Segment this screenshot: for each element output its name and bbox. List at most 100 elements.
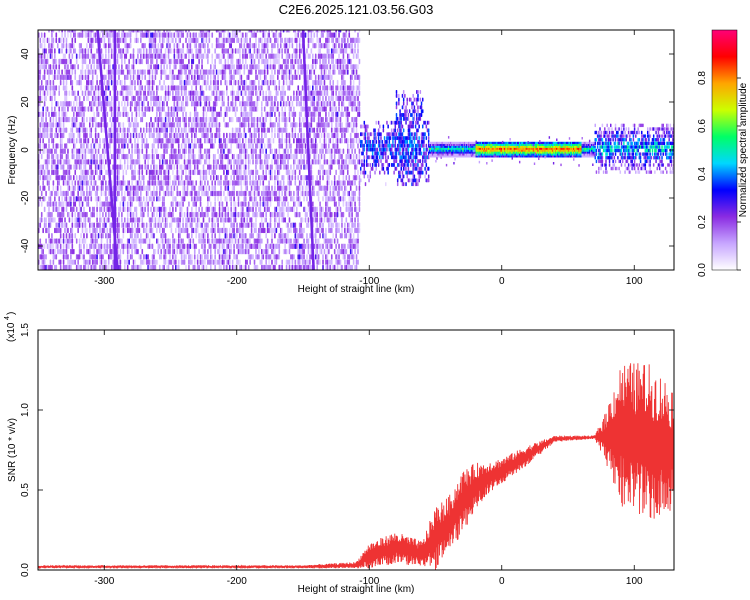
spectrogram-cell bbox=[183, 148, 186, 154]
spectrogram-cell bbox=[263, 30, 266, 33]
spectrogram-cell bbox=[290, 58, 292, 65]
spectrogram-cell bbox=[246, 211, 249, 218]
spectrogram-cell bbox=[93, 233, 95, 239]
spectrogram-cell bbox=[227, 217, 230, 223]
spectrogram-cell bbox=[54, 201, 56, 207]
spectrogram-cell bbox=[252, 153, 254, 160]
spectrogram-cell bbox=[119, 264, 122, 270]
spectrogram-cell bbox=[221, 206, 224, 213]
spectrogram-cell bbox=[74, 169, 77, 176]
spectrogram-cell bbox=[94, 190, 97, 197]
spectrogram-cell bbox=[49, 116, 52, 123]
spectrogram-cell bbox=[207, 211, 209, 218]
spectrogram-cell bbox=[202, 42, 205, 49]
spectrogram-cell bbox=[179, 58, 181, 65]
spectrogram-cell bbox=[233, 264, 235, 270]
spectrogram-cell bbox=[250, 138, 253, 144]
spectrogram-cell bbox=[90, 222, 93, 228]
spectrogram-cell bbox=[123, 74, 126, 81]
spectrogram-cell bbox=[172, 159, 174, 165]
spectrogram-cell bbox=[84, 127, 87, 133]
spectrogram-cell bbox=[59, 159, 62, 165]
spectrogram-cell bbox=[65, 248, 68, 255]
spectrogram-cell bbox=[228, 53, 231, 59]
spectrogram-cell bbox=[100, 259, 103, 265]
spectrogram-cell bbox=[48, 30, 50, 33]
spectrogram-cell bbox=[89, 79, 91, 86]
spectrogram-cell bbox=[68, 116, 71, 123]
spectrogram-cell bbox=[281, 111, 284, 117]
spectrogram-cell bbox=[239, 85, 241, 91]
spectrogram-cell bbox=[74, 217, 77, 223]
spectrogram-cell bbox=[284, 138, 286, 144]
spectrogram-cell bbox=[103, 206, 106, 213]
spectrogram-cell bbox=[272, 32, 275, 38]
spectrogram-cell bbox=[86, 42, 88, 49]
spectrogram-cell bbox=[148, 30, 151, 33]
spectrogram-cell bbox=[140, 243, 142, 249]
spectrogram-cell bbox=[281, 227, 284, 234]
spectrogram-cell bbox=[262, 196, 265, 202]
spectrogram-cell bbox=[39, 90, 42, 96]
spectrogram-cell bbox=[105, 53, 107, 59]
spectrogram-cell bbox=[175, 132, 177, 139]
spectrogram-cell bbox=[255, 85, 257, 91]
spectrogram-cell bbox=[131, 196, 133, 202]
spectrogram-cell bbox=[157, 122, 160, 128]
spectrogram-cell bbox=[40, 169, 43, 176]
spectrogram-cell bbox=[78, 79, 81, 86]
spectrogram-cell bbox=[220, 42, 222, 49]
spectrogram-cell bbox=[175, 238, 177, 244]
spectrogram-cell bbox=[161, 69, 164, 75]
spectrogram-cell bbox=[240, 148, 243, 154]
spectrogram-cell bbox=[135, 196, 138, 202]
spectrogram-cell bbox=[123, 143, 126, 149]
spectrogram-cell bbox=[290, 180, 292, 186]
spectrogram-cell bbox=[134, 190, 136, 197]
spectrogram-cell bbox=[45, 111, 47, 117]
spectrogram-cell bbox=[54, 74, 56, 81]
spectrogram-cell bbox=[195, 106, 198, 112]
spectrogram-cell bbox=[164, 138, 167, 144]
spectrogram-cell bbox=[207, 32, 209, 38]
spectrogram-cell bbox=[167, 106, 170, 112]
spectrogram-cell bbox=[192, 264, 195, 270]
spectrogram-cell bbox=[177, 190, 180, 197]
spectrogram-cell bbox=[84, 32, 87, 38]
spectrogram-cell bbox=[231, 30, 234, 33]
spectrogram-cell bbox=[122, 143, 125, 149]
spectrogram-cell bbox=[198, 169, 200, 176]
spectrogram-cell bbox=[247, 127, 250, 133]
spectrogram-cell bbox=[118, 238, 120, 244]
spectrogram-cell bbox=[103, 201, 106, 207]
spectrogram-cell bbox=[259, 143, 262, 149]
spectrogram-cell bbox=[121, 30, 123, 33]
spectrogram-cell bbox=[202, 174, 205, 181]
spectrogram-cell bbox=[43, 127, 46, 133]
spectrogram-cell bbox=[269, 111, 272, 117]
spectrogram-cell bbox=[122, 169, 125, 176]
spectrogram-cell bbox=[172, 217, 174, 223]
spectrogram-cell bbox=[191, 190, 193, 197]
spectrogram-cell bbox=[285, 153, 288, 160]
spectrogram-cell bbox=[182, 32, 184, 38]
spectrogram-cell bbox=[77, 132, 79, 139]
spectrogram-cell bbox=[83, 30, 85, 33]
spectrogram-cell bbox=[140, 259, 142, 265]
spectrogram-cell bbox=[176, 201, 179, 207]
spectrogram-cell bbox=[282, 211, 285, 218]
spectrogram-cell bbox=[72, 122, 75, 128]
spectrogram-cell bbox=[158, 79, 161, 86]
spectrogram-cell bbox=[172, 196, 174, 202]
spectrogram-cell bbox=[291, 169, 294, 176]
spectrogram-cell bbox=[163, 153, 165, 160]
spectrogram-cell bbox=[121, 190, 123, 197]
spectrogram-cell bbox=[158, 111, 161, 117]
spectrogram-cell bbox=[240, 143, 243, 149]
spectrogram-cell bbox=[175, 227, 177, 234]
spectrogram-cell bbox=[274, 211, 276, 218]
spectrogram-cell bbox=[128, 90, 130, 96]
spectrogram-cell bbox=[243, 238, 246, 244]
spectrogram-cell bbox=[182, 58, 184, 65]
spectrogram-cell bbox=[131, 164, 133, 170]
